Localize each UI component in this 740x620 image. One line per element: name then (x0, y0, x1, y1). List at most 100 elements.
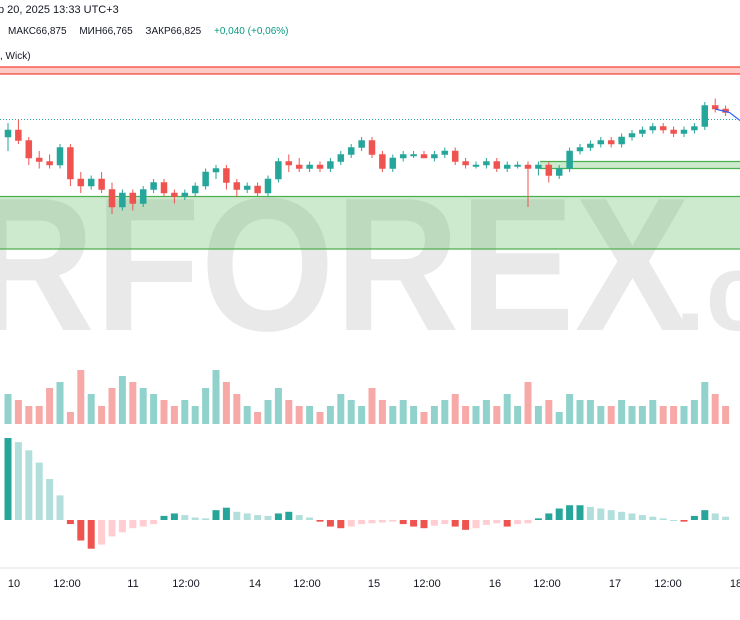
candle-body (659, 126, 667, 131)
oscillator-bar (690, 515, 698, 520)
candle-body (25, 140, 33, 159)
candle (659, 123, 667, 134)
watermark-text: RFOREX (0, 159, 690, 371)
candle-body (150, 182, 157, 190)
oscillator-bar (722, 516, 730, 520)
volume-bar (514, 406, 522, 424)
volume-bar (576, 400, 584, 424)
oscillator-bar (534, 518, 542, 520)
volume-bar (430, 406, 438, 424)
candle-body (108, 189, 116, 208)
oscillator-bar (66, 520, 74, 525)
candle-body (483, 161, 490, 166)
candle-body (15, 129, 22, 141)
volume-bar (150, 394, 158, 424)
volume-bar (285, 400, 293, 424)
oscillator-bar (420, 520, 428, 529)
oscillator-bar (212, 510, 220, 520)
candle-body (711, 105, 719, 110)
time-axis-label: 12:00 (172, 578, 200, 590)
candle-body (171, 192, 178, 197)
candle-body (607, 140, 615, 145)
candle-body (441, 150, 449, 155)
candle-body (337, 154, 345, 162)
oscillator-bar (576, 505, 584, 520)
time-axis-label: 16 (489, 578, 501, 590)
volume-bar (56, 382, 64, 424)
indicator-label: , Wick) (0, 51, 31, 62)
candle (451, 147, 459, 165)
candle (56, 144, 64, 169)
oscillator-bar (670, 520, 678, 521)
volume-bar (451, 394, 459, 424)
oscillator-bar (222, 507, 230, 520)
candle (628, 130, 636, 141)
candle-body (223, 168, 230, 183)
candle (337, 151, 345, 165)
candle-body (649, 126, 657, 131)
candle (420, 151, 428, 159)
oscillator-bar (233, 511, 241, 520)
volume-bar (420, 412, 428, 424)
oscillator-bar (87, 520, 95, 549)
oscillator-bar (524, 520, 532, 524)
candle (306, 161, 313, 172)
oscillator-bar (150, 520, 158, 525)
volume-bar (139, 388, 147, 424)
candle (379, 151, 386, 172)
volume-bar (233, 394, 241, 424)
candle-body (181, 192, 189, 197)
candle-body (618, 136, 625, 145)
candle (316, 161, 324, 172)
volume-bar (493, 406, 501, 424)
oscillator-bar (399, 520, 407, 525)
candle-body (67, 147, 74, 180)
time-axis-label: 12:00 (53, 578, 81, 590)
volume-pane (4, 370, 730, 424)
volume-bar (680, 406, 688, 424)
candle (295, 158, 303, 172)
candle (87, 175, 95, 190)
volume-bar (586, 400, 594, 424)
candle-body (35, 157, 43, 162)
oscillator-bar (441, 520, 449, 525)
oscillator-bar (628, 513, 636, 520)
volume-bar (722, 406, 730, 424)
oscillator-bar (430, 520, 438, 526)
time-axis-label: 12:00 (293, 578, 321, 590)
candle (243, 182, 251, 193)
volume-bar (347, 400, 355, 424)
oscillator-bar (264, 515, 272, 520)
volume-bar (337, 394, 345, 424)
candle (503, 161, 511, 172)
volume-bar (129, 382, 137, 424)
candle (680, 126, 688, 137)
volume-bar (326, 406, 334, 424)
support-zone (540, 161, 740, 169)
oscillator-bar (378, 520, 386, 523)
volume-bar (160, 400, 168, 424)
candle (129, 189, 137, 211)
candle (275, 158, 282, 183)
volume-bar (399, 400, 407, 424)
volume-bar (35, 406, 43, 424)
oscillator-bar (711, 513, 719, 520)
candle (160, 179, 168, 197)
candle (25, 137, 33, 165)
candle (597, 137, 605, 148)
price-zones (0, 66, 740, 250)
oscillator-bar (25, 450, 33, 520)
candle-body (628, 133, 636, 138)
time-axis[interactable]: 10 12:00 11 12:00 14 12:00 15 12:00 16 12:00 17 12:… (8, 578, 740, 590)
chart-header: р 20, 2025 13:33 UTC+3 МАКС66,875 МИН66,… (0, 0, 740, 62)
volume-bar (264, 400, 272, 424)
candle (472, 161, 480, 169)
candle (98, 172, 105, 193)
oscillator-bar (326, 520, 334, 527)
volume-bar (118, 376, 126, 424)
volume-bar (181, 400, 189, 424)
oscillator-bar (493, 520, 501, 524)
candle (119, 189, 126, 211)
candle (587, 140, 594, 151)
